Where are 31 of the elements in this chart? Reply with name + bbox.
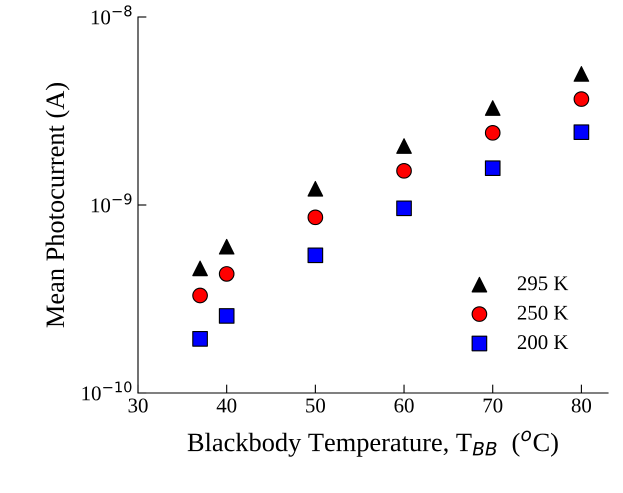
y-axis-title: Mean Photocurrent (A) [46,83,70,328]
point [574,66,590,82]
point [308,180,324,197]
legend-label: 200 K [518,335,568,350]
point [192,288,208,304]
point [308,209,324,226]
point [484,100,501,116]
y-tick-label: 10$^{−9}$ [92,193,132,212]
x-tick-label: 30 [128,398,148,413]
point [192,260,208,276]
x-axis-title: Blackbody Temperature, T$_{BB}$ ($^{o}$C) [188,430,558,457]
point [218,308,235,324]
point [484,160,501,176]
x-tick-label: 50 [306,398,325,413]
legend-label: 295 K [518,276,568,290]
point [218,266,235,282]
point [218,238,235,255]
point [484,125,501,141]
point [396,138,412,154]
x-tick-label: 80 [572,398,592,413]
point [574,91,590,107]
point [396,162,412,179]
point [308,247,324,264]
point [396,200,412,216]
legend-label: 250 K [518,306,568,320]
x-tick-label: 70 [484,398,502,413]
point [192,331,208,347]
point [574,124,590,140]
x-tick-label: 40 [216,398,236,413]
x-tick-label: 60 [394,398,414,413]
y-tick-label: 10$^{−8}$ [92,5,132,24]
